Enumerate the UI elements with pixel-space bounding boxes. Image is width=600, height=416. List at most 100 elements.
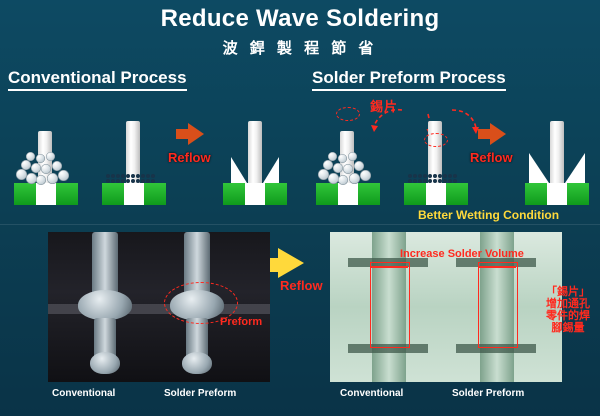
solder-pad-icon <box>446 183 468 205</box>
solder-ball-icon <box>318 169 329 180</box>
solder-ball-icon <box>26 173 37 184</box>
component-pin-icon <box>550 121 564 183</box>
board-hole-icon <box>338 183 358 205</box>
pcb-board-icon <box>316 183 380 205</box>
solder-pad-icon <box>265 183 287 205</box>
solder-pad-icon <box>102 183 124 205</box>
increase-solder-volume-label: Increase Solder Volume <box>400 248 524 260</box>
diagram-solder-preform-process: 錫片 <box>308 99 598 205</box>
page-subtitle: 波 銲 製 程 節 省 <box>222 40 378 57</box>
pcb-board-icon <box>102 183 166 205</box>
caption-left-conventional: Conventional <box>52 388 116 399</box>
solder-ball-icon <box>328 152 337 161</box>
solder-fillet-icon <box>565 153 585 183</box>
solder-pad-icon <box>14 183 36 205</box>
reflow-arrow-preform <box>478 122 518 146</box>
solder-ball-icon <box>333 163 343 173</box>
photo-solder-tip-right <box>182 352 212 374</box>
solder-fillet-icon <box>231 157 247 183</box>
preform-callout-label: Preform <box>220 316 263 328</box>
solder-ball-icon <box>360 170 371 181</box>
component-pin-icon <box>248 121 262 183</box>
solder-ball-icon <box>46 152 55 161</box>
photo-solder-joint-left <box>78 290 132 320</box>
reflow-label-preform: Reflow <box>470 150 513 165</box>
solder-ball-icon <box>31 163 41 173</box>
solder-ball-icon <box>328 173 339 184</box>
photo-pin-lower-left <box>94 318 116 360</box>
photo-solder-preform-cross-section <box>330 232 562 382</box>
diagram-stage-balls <box>312 105 382 205</box>
pcb-board-icon <box>525 183 589 205</box>
solder-ball-icon <box>21 160 31 170</box>
pcb-edge-band <box>48 304 270 314</box>
pcb-board-icon <box>404 183 468 205</box>
diagram-stage-balls <box>10 105 80 205</box>
diagram-stage-paste <box>98 105 168 205</box>
diagram-stage-joint <box>520 105 594 205</box>
solder-ball-icon <box>349 173 360 184</box>
board-hole-icon <box>36 183 56 205</box>
solder-ball-icon <box>36 154 45 163</box>
solder-ball-icon <box>41 164 51 174</box>
component-pin-icon <box>126 121 140 183</box>
board-hole-icon <box>426 183 446 205</box>
photo-plated-hole-left <box>372 232 406 382</box>
photo-pad-bottom-right <box>456 344 536 353</box>
tinfoil-label: 錫片 <box>370 99 399 114</box>
solder-ball-icon <box>323 160 333 170</box>
page-title: Reduce Wave Soldering <box>160 5 440 32</box>
diagram-conventional-process: Reflow <box>6 100 296 205</box>
solder-paste-dots <box>106 174 155 178</box>
solder-volume-outline-right <box>478 262 518 348</box>
solder-ball-icon <box>16 169 27 180</box>
solder-balls-cluster <box>14 149 74 185</box>
solder-ball-icon <box>36 175 46 185</box>
tinfoil-marker-ellipse <box>336 107 360 121</box>
solder-volume-marker <box>478 266 516 268</box>
solder-paste-dots <box>408 179 457 183</box>
reflow-arrow-middle <box>278 248 304 278</box>
photo-conventional-cross-section <box>48 232 270 382</box>
solder-fillet-icon <box>263 157 279 183</box>
solder-volume-marker <box>370 266 408 268</box>
solder-ball-icon <box>58 170 69 181</box>
preform-callout-ellipse <box>164 282 238 324</box>
solder-pad-icon <box>525 183 547 205</box>
pcb-board-icon <box>223 183 287 205</box>
section-heading-solder-preform: Solder Preform Process <box>312 68 506 91</box>
photo-pad-bottom-left <box>348 344 428 353</box>
photo-pin-lower-right <box>186 318 208 360</box>
solder-pad-icon <box>567 183 589 205</box>
solder-pad-icon <box>404 183 426 205</box>
solder-ball-icon <box>354 161 364 171</box>
tinfoil-marker-ellipse <box>424 133 448 147</box>
caption-right-preform: Solder Preform <box>452 388 525 399</box>
solder-ball-icon <box>348 152 357 161</box>
vertical-chinese-note: 「錫片」增加通孔零件的焊腳錫量 <box>546 286 590 334</box>
photo-background <box>330 232 562 382</box>
board-hole-icon <box>124 183 144 205</box>
photo-solder-tip-left <box>90 352 120 374</box>
photo-plated-hole-right <box>480 232 514 382</box>
reflow-arrow-conventional <box>176 122 216 146</box>
reflow-label-conventional: Reflow <box>168 150 211 165</box>
section-divider <box>0 224 600 225</box>
solder-volume-outline-left <box>370 262 410 348</box>
caption-left-preform: Solder Preform <box>164 388 237 399</box>
solder-pad-icon <box>223 183 245 205</box>
board-hole-icon <box>245 183 265 205</box>
solder-paste-dots <box>408 174 457 178</box>
solder-balls-cluster <box>316 149 376 185</box>
solder-pad-icon <box>358 183 380 205</box>
solder-pad-icon <box>316 183 338 205</box>
solder-ball-icon <box>338 175 348 185</box>
diagram-stage-preform <box>400 105 470 205</box>
solder-pad-icon <box>56 183 78 205</box>
solder-ball-icon <box>343 164 353 174</box>
solder-ball-icon <box>338 154 347 163</box>
better-wetting-label: Better Wetting Condition <box>418 208 560 222</box>
solder-ball-icon <box>47 173 58 184</box>
reflow-label-middle: Reflow <box>280 278 323 293</box>
